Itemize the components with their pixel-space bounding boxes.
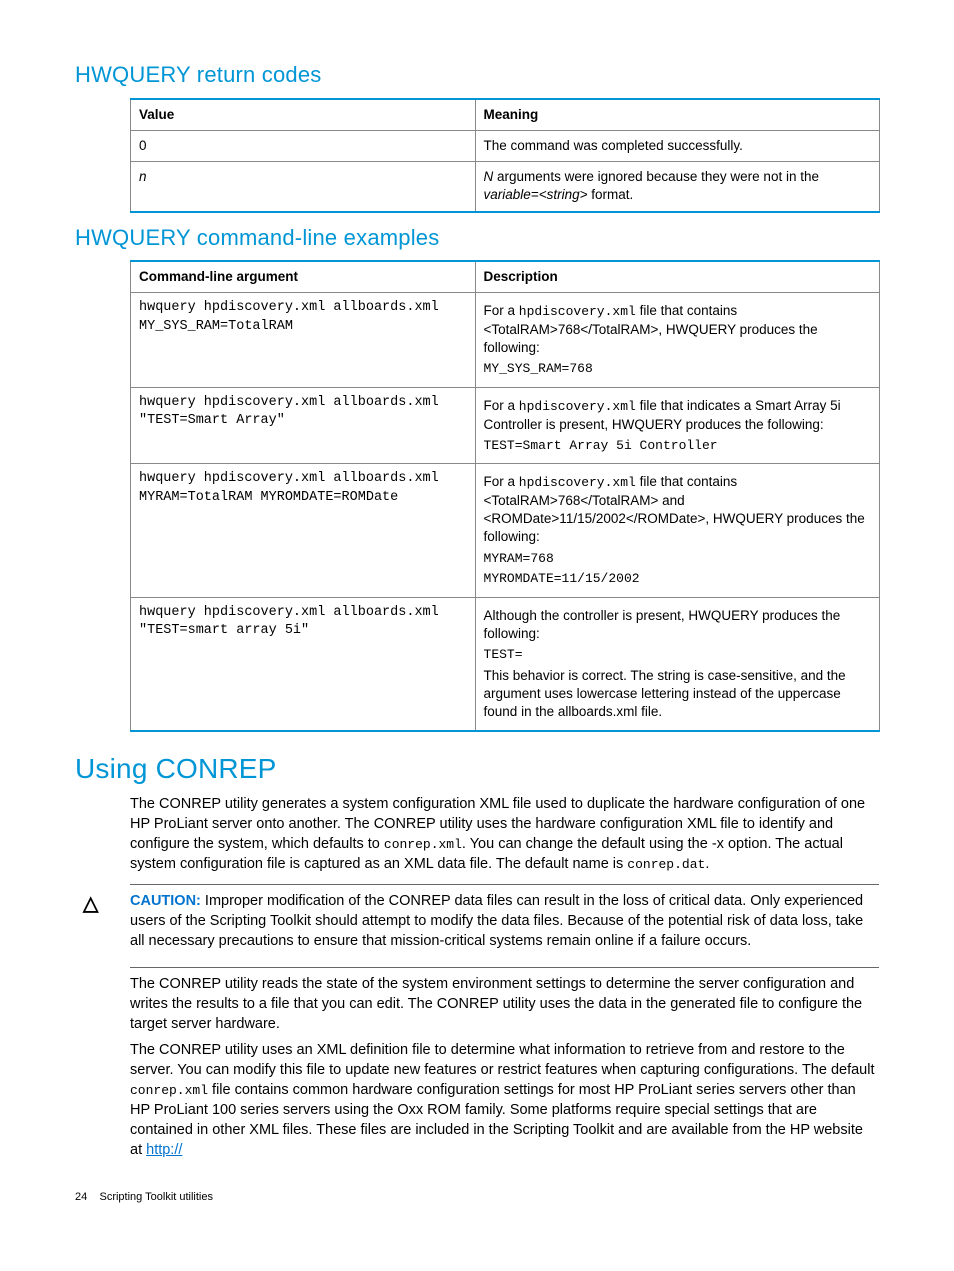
page-footer: 24 Scripting Toolkit utilities bbox=[75, 1190, 879, 1205]
text: N bbox=[484, 169, 494, 184]
text: file contains common hardware configurat… bbox=[130, 1082, 863, 1158]
heading-return-codes: HWQUERY return codes bbox=[75, 60, 879, 90]
table-row: hwquery hpdiscovery.xml allboards.xml "T… bbox=[131, 597, 880, 731]
heading-examples: HWQUERY command-line examples bbox=[75, 223, 879, 253]
cell-value: 0 bbox=[131, 130, 476, 161]
table-row: hwquery hpdiscovery.xml allboards.xml "T… bbox=[131, 388, 880, 464]
code-output: TEST=Smart Array 5i Controller bbox=[484, 437, 871, 455]
text: For a bbox=[484, 303, 519, 318]
cell-desc: For a hpdiscovery.xml file that contains… bbox=[475, 293, 879, 388]
code: conrep.xml bbox=[384, 837, 462, 852]
text: . bbox=[705, 856, 709, 872]
return-codes-table: Value Meaning 0 The command was complete… bbox=[130, 98, 880, 213]
caution-label: CAUTION: bbox=[130, 893, 201, 909]
table-row: n N arguments were ignored because they … bbox=[131, 162, 880, 212]
text: The CONREP utility uses an XML definitio… bbox=[130, 1042, 875, 1078]
cell-meaning: The command was completed successfully. bbox=[475, 130, 879, 161]
cell-value: n bbox=[131, 162, 476, 212]
caution-text: Improper modification of the CONREP data… bbox=[130, 893, 863, 949]
cell-desc: For a hpdiscovery.xml file that indicate… bbox=[475, 388, 879, 464]
cell-cmd: hwquery hpdiscovery.xml allboards.xml MY… bbox=[131, 464, 476, 597]
table-row: hwquery hpdiscovery.xml allboards.xml MY… bbox=[131, 464, 880, 597]
table-row: 0 The command was completed successfully… bbox=[131, 130, 880, 161]
table-header-row: Command-line argument Description bbox=[131, 261, 880, 293]
code: conrep.xml bbox=[130, 1083, 208, 1098]
text: For a bbox=[484, 398, 519, 413]
cell-cmd: hwquery hpdiscovery.xml allboards.xml "T… bbox=[131, 388, 476, 464]
cell-desc: Although the controller is present, HWQU… bbox=[475, 597, 879, 731]
code-output: MY_SYS_RAM=768 bbox=[484, 360, 871, 378]
page-number: 24 bbox=[75, 1191, 87, 1203]
code-output: TEST= bbox=[484, 646, 871, 664]
link-hp-website[interactable]: http:// bbox=[146, 1142, 182, 1158]
col-value: Value bbox=[131, 99, 476, 131]
code: hpdiscovery.xml bbox=[519, 399, 636, 414]
code: hpdiscovery.xml bbox=[519, 304, 636, 319]
caution-icon: △ bbox=[75, 891, 115, 918]
paragraph: The CONREP utility generates a system co… bbox=[130, 794, 879, 874]
col-cmd: Command-line argument bbox=[131, 261, 476, 293]
paragraph: The CONREP utility reads the state of th… bbox=[130, 974, 879, 1034]
code: conrep.dat bbox=[627, 857, 705, 872]
cell-meaning: N arguments were ignored because they we… bbox=[475, 162, 879, 212]
table-header-row: Value Meaning bbox=[131, 99, 880, 131]
code: hpdiscovery.xml bbox=[519, 475, 636, 490]
cell-cmd: hwquery hpdiscovery.xml allboards.xml "T… bbox=[131, 597, 476, 731]
col-desc: Description bbox=[475, 261, 879, 293]
cell-desc: For a hpdiscovery.xml file that contains… bbox=[475, 464, 879, 597]
text: For a bbox=[484, 474, 519, 489]
footer-title: Scripting Toolkit utilities bbox=[99, 1191, 213, 1203]
caution-paragraph: CAUTION: Improper modification of the CO… bbox=[130, 891, 879, 951]
text: arguments were ignored because they were… bbox=[493, 169, 819, 184]
code-output: MYRAM=768 bbox=[484, 550, 871, 568]
code-output: MYROMDATE=11/15/2002 bbox=[484, 570, 871, 588]
text: This behavior is correct. The string is … bbox=[484, 667, 871, 722]
paragraph: The CONREP utility uses an XML definitio… bbox=[130, 1040, 879, 1160]
examples-table: Command-line argument Description hwquer… bbox=[130, 260, 880, 732]
heading-conrep: Using CONREP bbox=[75, 750, 879, 788]
text: Although the controller is present, HWQU… bbox=[484, 607, 871, 643]
text: variable=<string> bbox=[484, 187, 588, 202]
cell-cmd: hwquery hpdiscovery.xml allboards.xml MY… bbox=[131, 293, 476, 388]
col-meaning: Meaning bbox=[475, 99, 879, 131]
table-row: hwquery hpdiscovery.xml allboards.xml MY… bbox=[131, 293, 880, 388]
text: format. bbox=[587, 187, 633, 202]
